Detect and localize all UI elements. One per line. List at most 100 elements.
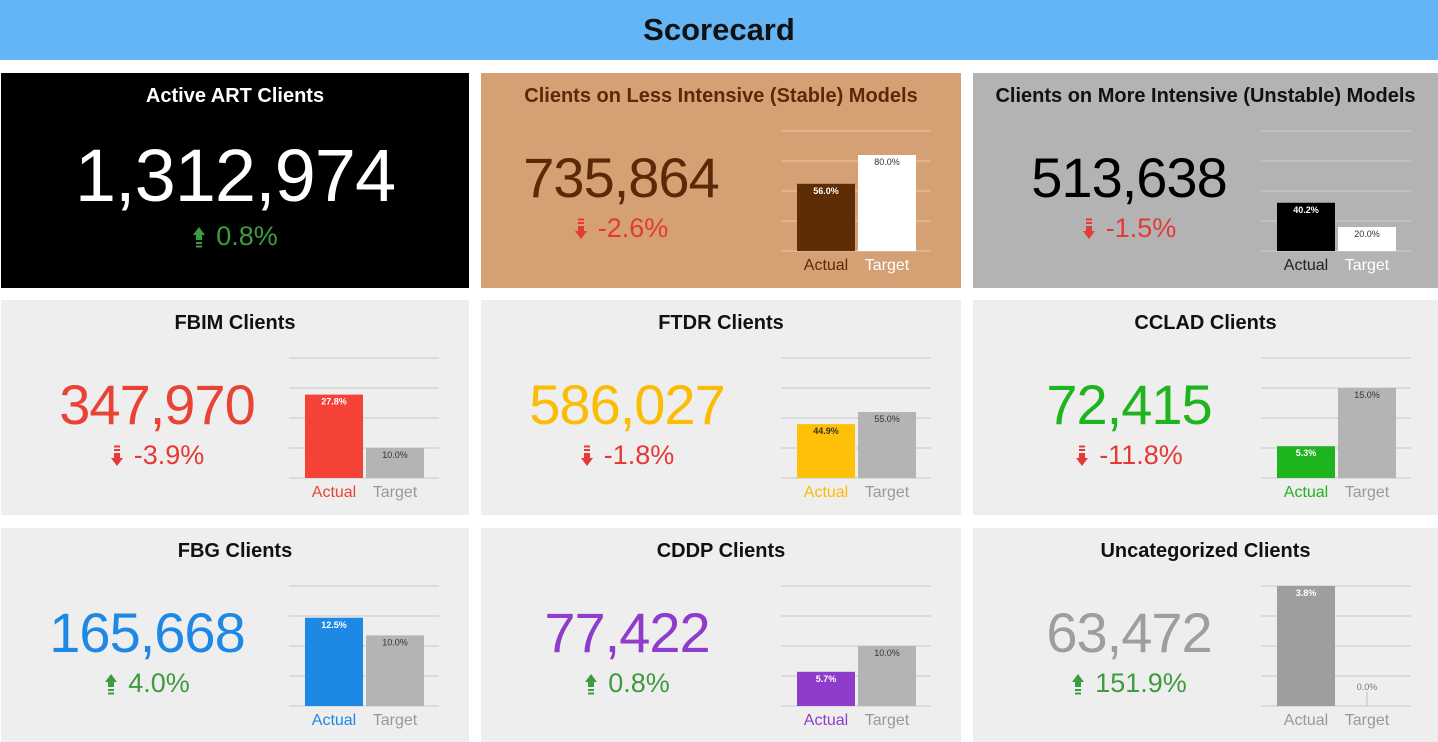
kpi-change-value: 0.8% (216, 221, 278, 251)
arrow-up-icon (105, 673, 118, 694)
bar-chart: 12.5% Actual 10.0% Target (289, 585, 439, 729)
card-title: CCLAD Clients (1134, 312, 1277, 334)
bar-actual (305, 617, 363, 706)
bar-target (858, 155, 916, 251)
kpi-change-value: 4.0% (128, 668, 190, 698)
bar-chart: 5.3% Actual 15.0% Target (1261, 357, 1411, 501)
data-label: 10.0% (874, 648, 900, 658)
kpi-change: 151.9% (973, 670, 1285, 697)
kpi-change: 0.8% (1, 223, 469, 250)
card-title: Active ART Clients (145, 85, 325, 107)
card-title: FBG Clients (177, 540, 293, 562)
kpi-value: 586,027 (529, 373, 725, 436)
x-tick-label: Target (865, 484, 910, 501)
card-cclad-clients: CCLAD Clients 72,415 -11.8% 5.3% Actual 15… (973, 300, 1438, 515)
kpi-change: -1.8% (481, 442, 773, 469)
bar-actual (305, 394, 363, 478)
bar-target (858, 412, 916, 478)
x-tick-label: Target (865, 712, 910, 729)
kpi-change: -3.9% (1, 442, 313, 469)
x-tick-label: Target (1345, 484, 1390, 501)
kpi-change: -1.5% (973, 215, 1285, 242)
kpi-value: 165,668 (49, 601, 245, 664)
arrow-down-icon (1082, 218, 1095, 239)
data-label: 27.8% (321, 397, 347, 407)
bar-chart: 56.0% Actual 80.0% Target (781, 130, 931, 274)
x-tick-label: Actual (1284, 712, 1328, 729)
bar-actual (797, 183, 855, 251)
bar-target (1338, 388, 1396, 478)
kpi-change-value: 0.8% (608, 668, 670, 698)
data-label: 10.0% (382, 637, 408, 647)
data-label: 10.0% (382, 450, 408, 460)
bar-chart: 27.8% Actual 10.0% Target (289, 357, 439, 501)
kpi-change-value: -1.5% (1105, 213, 1177, 243)
bar-target (366, 635, 424, 706)
data-label: 0.0% (1357, 682, 1378, 692)
card-title: FTDR Clients (658, 312, 784, 334)
card-title: CDDP Clients (656, 540, 786, 562)
kpi-change: -2.6% (481, 215, 761, 242)
data-label: 80.0% (874, 157, 900, 167)
data-label: 44.9% (813, 426, 839, 436)
data-label: 15.0% (1354, 390, 1380, 400)
data-label: 3.8% (1296, 588, 1317, 598)
x-tick-label: Actual (804, 257, 848, 274)
x-tick-label: Actual (804, 712, 848, 729)
card-ftdr-clients: FTDR Clients 586,027 -1.8% 44.9% Actual 55… (481, 300, 961, 515)
x-tick-label: Actual (312, 484, 356, 501)
x-tick-label: Actual (1284, 484, 1328, 501)
card-title: Clients on Less Intensive (Stable) Model… (524, 85, 918, 107)
data-label: 12.5% (321, 620, 347, 630)
arrow-down-icon (574, 218, 587, 239)
scorecard-header: Scorecard (0, 0, 1438, 60)
arrow-up-icon (1072, 673, 1085, 694)
arrow-down-icon (580, 445, 593, 466)
kpi-value: 347,970 (59, 373, 255, 436)
card-title: FBIM Clients (174, 312, 296, 334)
kpi-change-value: -3.9% (133, 440, 205, 470)
arrow-down-icon (110, 445, 123, 466)
x-tick-label: Actual (312, 712, 356, 729)
x-tick-label: Target (865, 257, 910, 274)
bar-actual (797, 424, 855, 478)
bar-chart: 5.7% Actual 10.0% Target (781, 585, 931, 729)
bar-actual (1277, 202, 1335, 251)
data-label: 55.0% (874, 414, 900, 424)
x-tick-label: Target (1345, 257, 1390, 274)
card-fbim-clients: FBIM Clients 347,970 -3.9% 27.8% Actual 10… (1, 300, 469, 515)
bar-target (858, 646, 916, 706)
arrow-up-icon (585, 673, 598, 694)
bar-chart: 40.2% Actual 20.0% Target (1261, 130, 1411, 274)
kpi-change-value: -2.6% (597, 213, 669, 243)
bar-target (1338, 227, 1396, 251)
bar-target (366, 448, 424, 478)
kpi-value: 1,312,974 (74, 134, 396, 217)
x-tick-label: Actual (1284, 257, 1328, 274)
data-label: 5.7% (816, 674, 837, 684)
arrow-down-icon (1076, 445, 1089, 466)
x-tick-label: Target (373, 712, 418, 729)
kpi-change: 0.8% (481, 670, 773, 697)
kpi-change: -11.8% (973, 442, 1285, 469)
card-active-art-clients: Active ART Clients 1,312,974 0.8% (1, 73, 469, 288)
arrow-up-icon (193, 226, 206, 247)
card-cddp-clients: CDDP Clients 77,422 0.8% 5.7% Actual 10.0%… (481, 528, 961, 742)
data-label: 5.3% (1296, 448, 1317, 458)
card-less-intensive-stable-models: Clients on Less Intensive (Stable) Model… (481, 73, 961, 288)
x-tick-label: Target (373, 484, 418, 501)
data-label: 20.0% (1354, 229, 1380, 239)
x-tick-label: Actual (804, 484, 848, 501)
kpi-value: 735,864 (523, 146, 719, 209)
card-uncategorized-clients: Uncategorized Clients 63,472 151.9% 3.8%… (973, 528, 1438, 742)
data-label: 40.2% (1293, 205, 1319, 215)
kpi-value: 77,422 (544, 601, 710, 664)
bar-actual (1277, 586, 1335, 706)
card-title: Uncategorized Clients (1100, 540, 1311, 562)
kpi-value: 63,472 (1046, 601, 1212, 664)
kpi-change-value: 151.9% (1095, 668, 1187, 698)
kpi-change: 4.0% (1, 670, 293, 697)
bar-actual (1277, 446, 1335, 478)
kpi-change-value: -11.8% (1099, 440, 1183, 470)
kpi-change-value: -1.8% (603, 440, 675, 470)
